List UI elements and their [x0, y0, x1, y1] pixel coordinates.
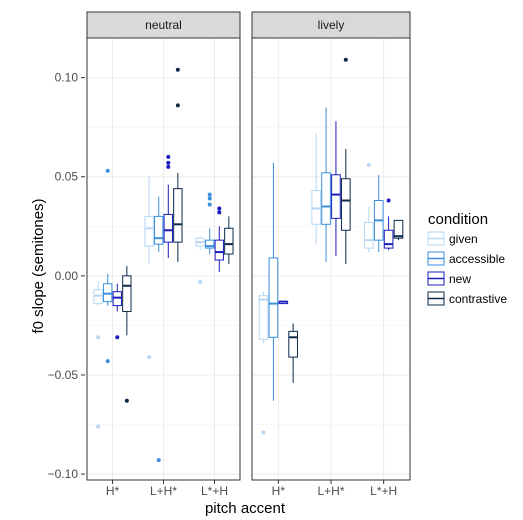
outlier-point [96, 424, 101, 429]
box-new [278, 300, 289, 305]
outlier-point [115, 335, 120, 340]
panel-strip-label: lively [318, 18, 345, 32]
outlier-point [105, 359, 110, 364]
box-iqr [144, 215, 154, 247]
outlier-point [198, 279, 203, 284]
box-iqr [154, 215, 164, 245]
box-iqr [321, 172, 331, 225]
box-iqr [340, 178, 351, 231]
outlier-point [207, 196, 212, 201]
box-contrastive [173, 67, 183, 262]
legend-label: given [449, 232, 478, 246]
outlier-point [366, 162, 371, 167]
outlier-point [207, 192, 212, 197]
y-tick-label: 0.10 [55, 71, 79, 85]
panel-strip-label: neutral [145, 18, 182, 32]
y-tick-label: 0.05 [55, 170, 79, 184]
outlier-point [166, 154, 171, 159]
box-iqr [268, 257, 279, 338]
legend-item-contrastive: contrastive [427, 291, 507, 306]
box-contrastive [224, 216, 234, 264]
box-new [331, 121, 341, 257]
box-given [258, 291, 269, 435]
legend-label: new [449, 272, 471, 286]
y-tick-label: −0.05 [48, 368, 79, 382]
box-iqr [258, 295, 269, 340]
outlier-point [105, 168, 110, 173]
outlier-point [166, 164, 171, 169]
box-contrastive [393, 219, 404, 241]
box-iqr [331, 174, 341, 219]
x-axis-title: pitch accent [205, 500, 286, 517]
box-contrastive [122, 265, 132, 403]
panel-lively: lively H* L+H* L*+H [251, 11, 411, 498]
x-tick-label: L+H* [150, 484, 177, 498]
box-iqr [205, 239, 215, 249]
box-iqr [163, 213, 173, 243]
outlier-point [147, 355, 152, 360]
y-tick-label: −0.10 [48, 467, 79, 481]
box-accessible [373, 174, 384, 253]
box-given [93, 281, 103, 429]
x-tick-label: L*+H [370, 484, 397, 498]
box-new [383, 198, 394, 251]
x-tick-label: L+H* [317, 484, 344, 498]
box-iqr [122, 275, 132, 313]
box-accessible [154, 196, 164, 463]
legend-title: condition [428, 211, 488, 228]
box-new [163, 154, 173, 259]
outlier-point [217, 206, 222, 211]
box-new [112, 283, 122, 340]
box-contrastive [340, 57, 351, 264]
outlier-point [96, 335, 101, 340]
outlier-point [175, 103, 180, 108]
outlier-point [386, 198, 391, 203]
box-given [364, 162, 374, 253]
box-iqr [214, 239, 224, 261]
box-accessible [268, 162, 279, 401]
outlier-point [343, 57, 348, 62]
panel-neutral: neutral H* L+H* L*+H [86, 11, 241, 498]
outlier-point [166, 160, 171, 165]
box-accessible [321, 107, 331, 262]
legend: given accessible new contrastive [427, 231, 507, 306]
legend-item-new: new [427, 271, 471, 286]
x-tick-label: L*+H [201, 484, 228, 498]
x-tick-label: H* [272, 484, 286, 498]
box-given [144, 176, 154, 360]
box-iqr [383, 229, 394, 249]
panel-strip [251, 11, 411, 39]
y-axis-title: f0 slope (semitones) [30, 198, 47, 333]
y-tick-label: 0.00 [55, 269, 79, 283]
box-iqr [288, 330, 298, 358]
outlier-point [175, 67, 180, 72]
box-iqr [173, 188, 183, 243]
box-accessible [205, 192, 215, 255]
legend-item-given: given [427, 231, 478, 246]
box-given [195, 236, 205, 284]
box-iqr [224, 227, 234, 255]
box-iqr [393, 219, 404, 239]
outlier-point [217, 210, 222, 215]
panel-strip [86, 11, 241, 39]
legend-item-accessible: accessible [427, 251, 505, 266]
box-accessible [103, 168, 113, 364]
outlier-point [156, 458, 161, 463]
outlier-point [207, 202, 212, 207]
box-contrastive [288, 323, 298, 383]
box-iqr [364, 221, 374, 249]
x-tick-label: H* [106, 484, 120, 498]
outlier-point [124, 398, 129, 403]
legend-label: accessible [449, 252, 505, 266]
legend-label: contrastive [449, 292, 507, 306]
box-new [214, 206, 224, 272]
box-given [311, 133, 322, 245]
outlier-point [261, 430, 266, 435]
